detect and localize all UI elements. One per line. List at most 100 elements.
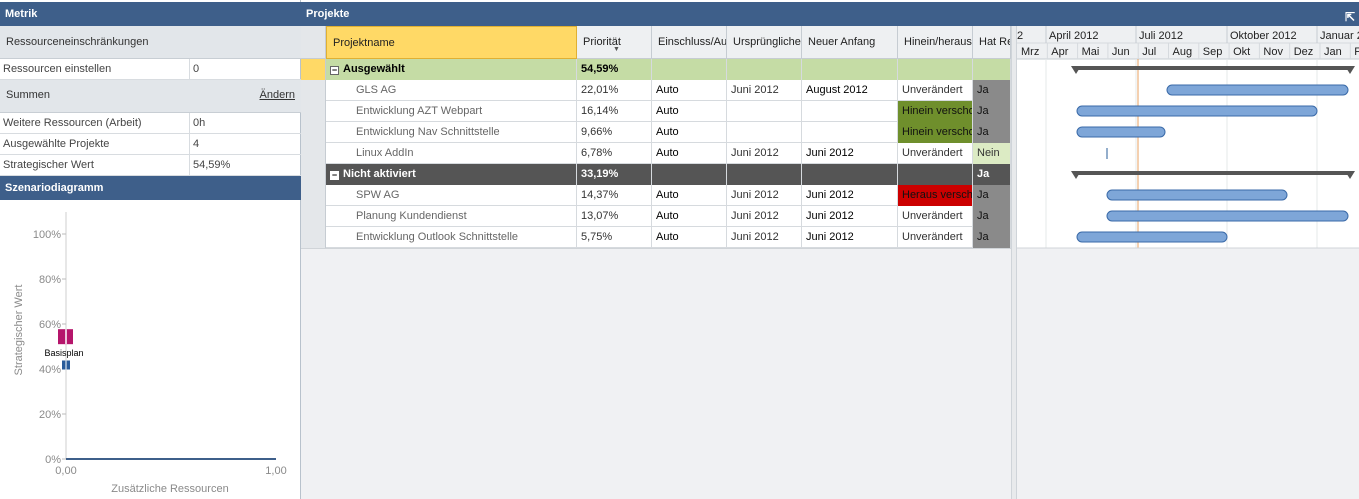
month-label: Mrz [1021, 46, 1039, 58]
column-header-inclusion[interactable]: Einschluss/Au [652, 26, 727, 59]
column-header-has[interactable]: Hat Re [973, 26, 1011, 59]
project-name: Planung Kundendienst [326, 206, 577, 227]
row-header[interactable] [301, 206, 326, 227]
row-header[interactable] [301, 227, 326, 248]
table-row[interactable]: SPW AG 14,37% Auto Juni 2012 Juni 2012 H… [301, 185, 1011, 206]
row-header[interactable] [301, 59, 326, 80]
gantt-bar[interactable] [1076, 126, 1166, 138]
inout-cell: Heraus versch [898, 185, 973, 206]
pane-splitter[interactable] [1011, 26, 1017, 499]
row-header[interactable] [301, 122, 326, 143]
set-resources-input[interactable]: 0 [189, 59, 301, 79]
project-name: Entwicklung Nav Schnittstelle [326, 122, 577, 143]
inclusion-cell[interactable]: Auto [652, 185, 727, 206]
set-resources-row: Ressourcen einstellen 0 [0, 59, 301, 80]
gantt-bar[interactable] [1076, 231, 1228, 243]
has-cell: Ja [973, 227, 1011, 248]
group-cell [727, 164, 802, 185]
month-label: Jan [1324, 46, 1342, 58]
row-header[interactable] [301, 164, 326, 185]
group-priority: 54,59% [577, 59, 652, 80]
priority-cell: 13,07% [577, 206, 652, 227]
inclusion-cell[interactable]: Auto [652, 143, 727, 164]
projects-panel: Projekte ⇱ Projektname Priorität ▼ Einsc… [301, 0, 1359, 499]
inclusion-cell[interactable]: Auto [652, 206, 727, 227]
table-row[interactable]: Linux AddIn 6,78% Auto Juni 2012 Juni 20… [301, 143, 1011, 164]
group-title-cell: − Nicht aktiviert [326, 164, 577, 185]
metric-label: Strategischer Wert [3, 159, 94, 171]
inout-cell: Unverändert [898, 206, 973, 227]
row-header[interactable] [301, 80, 326, 101]
gantt-bar[interactable] [1106, 189, 1288, 201]
set-resources-label: Ressourcen einstellen [3, 63, 112, 75]
group-row-not-activated[interactable]: − Nicht aktiviert 33,19% Ja [301, 164, 1011, 185]
group-row-selected[interactable]: − Ausgewählt 54,59% [301, 59, 1011, 80]
summary-bar[interactable] [1076, 171, 1350, 175]
points: Basisplan [44, 329, 84, 370]
priority-header-label: Priorität [583, 36, 621, 48]
inclusion-cell[interactable]: Auto [652, 80, 727, 101]
column-header-name[interactable]: Projektname [326, 26, 577, 59]
scenario-point-label: Basisplan [44, 348, 83, 358]
summary-bar-start-marker [1071, 171, 1081, 179]
panel-options-icon[interactable]: ⇱ [1344, 10, 1355, 24]
sums-label: Summen [6, 89, 51, 101]
collapse-icon[interactable]: − [330, 65, 339, 75]
metric-row: Ausgewählte Projekte 4 [0, 134, 301, 155]
group-cell [802, 164, 898, 185]
gantt-svg: 2 April 2012 Juli 2012 Oktober 2012 Januar 2… [1017, 26, 1359, 249]
new-start-cell[interactable]: Juni 2012 [802, 206, 898, 227]
new-start-cell[interactable] [802, 122, 898, 143]
gantt-bar[interactable] [1106, 210, 1349, 222]
table-row[interactable]: Entwicklung AZT Webpart 16,14% Auto Hine… [301, 101, 1011, 122]
y-tick-label: 100% [33, 229, 61, 241]
group-cell [898, 164, 973, 185]
inout-cell: Unverändert [898, 143, 973, 164]
summary-bar[interactable] [1076, 66, 1350, 70]
row-header-corner [301, 26, 326, 59]
row-header[interactable] [301, 185, 326, 206]
new-start-cell[interactable]: Juni 2012 [802, 185, 898, 206]
y-axis-label: Strategischer Wert [13, 285, 25, 376]
resource-constraints-label: Ressourceneinschränkungen [0, 26, 301, 59]
original-cell: Juni 2012 [727, 206, 802, 227]
timescale-quarters: 2 April 2012 Juli 2012 Oktober 2012 Januar 2 [1017, 26, 1359, 43]
inclusion-cell[interactable]: Auto [652, 101, 727, 122]
group-has: Ja [973, 164, 1011, 185]
inclusion-cell[interactable]: Auto [652, 122, 727, 143]
priority-cell: 5,75% [577, 227, 652, 248]
original-cell: Juni 2012 [727, 185, 802, 206]
collapse-icon[interactable]: − [330, 170, 339, 180]
column-header-original[interactable]: Ursprüngliche [727, 26, 802, 59]
metric-value: 54,59% [189, 155, 301, 175]
month-label: Sep [1203, 46, 1223, 58]
original-cell: Juni 2012 [727, 227, 802, 248]
summary-bar-end-marker [1345, 66, 1355, 74]
new-start-cell[interactable]: August 2012 [802, 80, 898, 101]
project-name: Entwicklung AZT Webpart [326, 101, 577, 122]
new-start-cell[interactable]: Juni 2012 [802, 227, 898, 248]
priority-cell: 14,37% [577, 185, 652, 206]
table-row[interactable]: Entwicklung Nav Schnittstelle 9,66% Auto… [301, 122, 1011, 143]
new-start-cell[interactable]: Juni 2012 [802, 143, 898, 164]
inout-cell: Hinein verscho [898, 101, 973, 122]
table-row[interactable]: Entwicklung Outlook Schnittstelle 5,75% … [301, 227, 1011, 248]
scenario-chart: 100% 80% 60% 40% 20% 0% 0,00 1,00 Basisplan St… [0, 200, 300, 499]
column-header-new-start[interactable]: Neuer Anfang [802, 26, 898, 59]
gantt-bar[interactable] [1166, 84, 1349, 96]
column-header-inout[interactable]: Hinein/heraus [898, 26, 973, 59]
group-title-cell: − Ausgewählt [326, 59, 577, 80]
change-link[interactable]: Ändern [259, 89, 295, 101]
table-row[interactable]: GLS AG 22,01% Auto Juni 2012 August 2012… [301, 80, 1011, 101]
inclusion-cell[interactable]: Auto [652, 227, 727, 248]
gantt-bar[interactable] [1076, 105, 1318, 117]
gantt-bars [1071, 66, 1355, 243]
table-row[interactable]: Planung Kundendienst 13,07% Auto Juni 20… [301, 206, 1011, 227]
new-start-cell[interactable] [802, 101, 898, 122]
row-header[interactable] [301, 101, 326, 122]
month-label: Okt [1233, 46, 1250, 58]
row-header[interactable] [301, 143, 326, 164]
month-label: Apr [1051, 46, 1068, 58]
month-label: Nov [1263, 46, 1283, 58]
column-header-priority[interactable]: Priorität ▼ [577, 26, 652, 59]
